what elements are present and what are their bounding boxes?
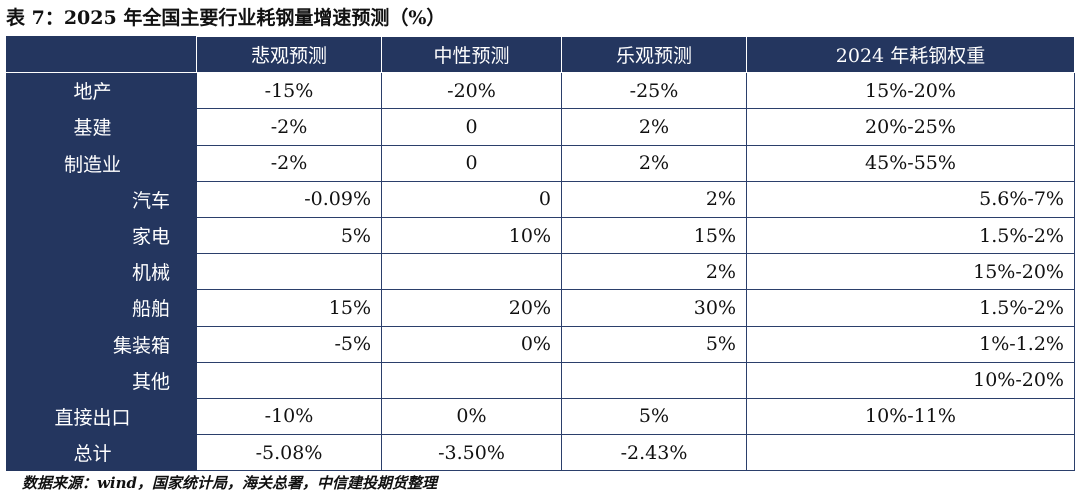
row-label: 机械: [6, 253, 197, 291]
header-row: 悲观预测 中性预测 乐观预测 2024 年耗钢权重: [6, 35, 1075, 74]
table-row: 汽车 -0.09% 0 2% 5.6%-7%: [6, 180, 1075, 218]
table-cell: [746, 434, 1075, 472]
table-cell: 5%: [561, 325, 747, 363]
table-cell: 10%-11%: [746, 397, 1075, 436]
table-cell: 20%-25%: [746, 108, 1075, 146]
table-row: 集装箱 -5% 0% 5% 1%-1.2%: [6, 325, 1075, 363]
row-label: 家电: [6, 216, 197, 255]
table-cell: 2%: [561, 180, 747, 218]
table-cell: 0%: [381, 325, 562, 363]
table-cell: 0: [381, 108, 562, 146]
forecast-table: 悲观预测 中性预测 乐观预测 2024 年耗钢权重 地产 -15% -20% -25%…: [6, 35, 1075, 472]
row-label: 其他: [6, 361, 197, 399]
table-cell: [196, 361, 382, 399]
table-cell: [381, 253, 562, 291]
table-cell: 10%: [381, 216, 562, 255]
table-cell: -15%: [196, 72, 382, 110]
table-cell: -0.09%: [196, 180, 382, 218]
table-cell: 5%: [196, 216, 382, 255]
row-label: 总计: [6, 434, 197, 472]
table-row: 基建 -2% 0 2% 20%-25%: [6, 108, 1075, 146]
table-cell: 30%: [561, 289, 747, 327]
table-row: 其他 10%-20%: [6, 361, 1075, 399]
table-cell: -2%: [196, 108, 382, 146]
table-title: 表 7：2025 年全国主要行业耗钢量增速预测（%）: [6, 7, 446, 29]
row-label: 地产: [6, 72, 197, 110]
table-cell: 10%-20%: [746, 361, 1075, 399]
header-corner-cell: [6, 35, 197, 74]
table-cell: 2%: [561, 144, 747, 182]
header-pessimistic: 悲观预测: [196, 35, 382, 74]
row-label: 基建: [6, 108, 197, 146]
table-cell: -2%: [196, 144, 382, 182]
table-cell: -5.08%: [196, 434, 382, 472]
table-cell: -5%: [196, 325, 382, 363]
table-cell: -2.43%: [561, 434, 747, 472]
table-cell: 1.5%-2%: [746, 216, 1075, 255]
table-cell: 0: [381, 180, 562, 218]
table-row: 家电 5% 10% 15% 1.5%-2%: [6, 216, 1075, 255]
table-cell: 1%-1.2%: [746, 325, 1075, 363]
header-optimistic: 乐观预测: [561, 35, 747, 74]
table-cell: 5.6%-7%: [746, 180, 1075, 218]
table-cell: 2%: [561, 108, 747, 146]
table-cell: 15%-20%: [746, 253, 1075, 291]
table-cell: 15%: [196, 289, 382, 327]
table-cell: [381, 361, 562, 399]
table-cell: 0: [381, 144, 562, 182]
table-cell: 20%: [381, 289, 562, 327]
table-cell: 1.5%-2%: [746, 289, 1075, 327]
table-cell: [196, 253, 382, 291]
table-row: 地产 -15% -20% -25% 15%-20%: [6, 72, 1075, 110]
table-row: 直接出口 -10% 0% 5% 10%-11%: [6, 397, 1075, 436]
table-cell: 5%: [561, 397, 747, 436]
table-cell: 15%: [561, 216, 747, 255]
table-cell: -25%: [561, 72, 747, 110]
table-cell: 2%: [561, 253, 747, 291]
header-neutral: 中性预测: [381, 35, 562, 74]
table-cell: 45%-55%: [746, 144, 1075, 182]
table-cell: [561, 361, 747, 399]
table-row: 总计 -5.08% -3.50% -2.43%: [6, 434, 1075, 472]
table-cell: -10%: [196, 397, 382, 436]
source-note: 数据来源：wind，国家统计局，海关总署，中信建投期货整理: [22, 474, 438, 492]
row-label: 集装箱: [6, 325, 197, 363]
table-row: 制造业 -2% 0 2% 45%-55%: [6, 144, 1075, 182]
row-label: 直接出口: [6, 397, 197, 436]
table-cell: -3.50%: [381, 434, 562, 472]
table-cell: 0%: [381, 397, 562, 436]
table-row: 船舶 15% 20% 30% 1.5%-2%: [6, 289, 1075, 327]
table-cell: -20%: [381, 72, 562, 110]
row-label: 船舶: [6, 289, 197, 327]
row-label: 制造业: [6, 144, 197, 182]
header-weight-2024: 2024 年耗钢权重: [746, 35, 1075, 74]
table-row: 机械 2% 15%-20%: [6, 253, 1075, 291]
row-label: 汽车: [6, 180, 197, 218]
table-cell: 15%-20%: [746, 72, 1075, 110]
